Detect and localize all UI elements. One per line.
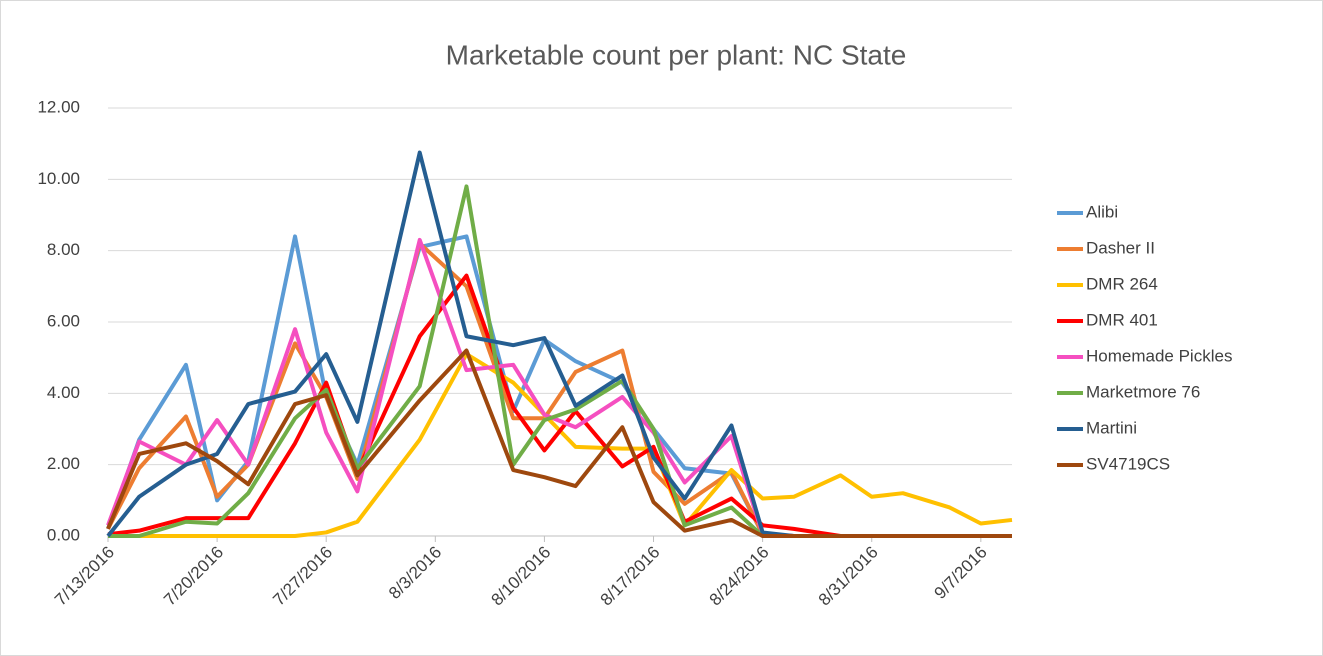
y-tick-label: 0.00: [47, 525, 80, 544]
series-line: [106, 348, 1012, 538]
y-tick-label: 2.00: [47, 454, 80, 473]
legend-label: DMR 401: [1086, 310, 1158, 329]
y-tick-label: 8.00: [47, 240, 80, 259]
y-tick-label: 12.00: [37, 97, 80, 116]
legend-label: Martini: [1086, 418, 1137, 437]
legend-label: Dasher II: [1086, 238, 1155, 257]
legend-label: Homemade Pickles: [1086, 346, 1232, 365]
y-tick-label: 6.00: [47, 311, 80, 330]
legend-label: DMR 264: [1086, 274, 1158, 293]
y-tick-label: 10.00: [37, 169, 80, 188]
legend-label: Alibi: [1086, 202, 1118, 221]
legend-label: Marketmore 76: [1086, 382, 1200, 401]
legend-label: SV4719CS: [1086, 454, 1170, 473]
series-line: [108, 352, 1013, 538]
y-tick-label: 4.00: [47, 383, 80, 402]
chart-title: Marketable count per plant: NC State: [446, 39, 907, 70]
